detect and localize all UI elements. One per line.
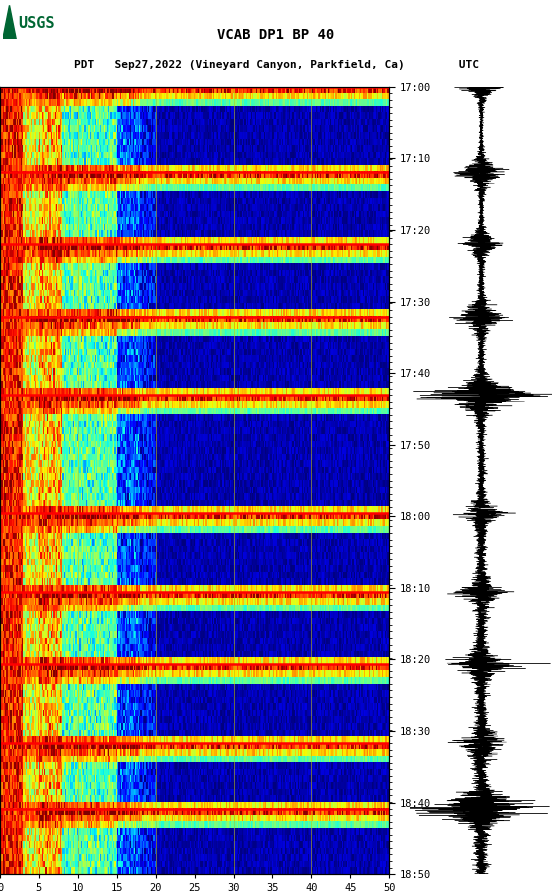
Text: VCAB DP1 BP 40: VCAB DP1 BP 40	[217, 28, 335, 42]
Text: USGS: USGS	[19, 16, 55, 31]
Polygon shape	[3, 5, 16, 39]
Text: PDT   Sep27,2022 (Vineyard Canyon, Parkfield, Ca)        UTC: PDT Sep27,2022 (Vineyard Canyon, Parkfie…	[73, 60, 479, 70]
